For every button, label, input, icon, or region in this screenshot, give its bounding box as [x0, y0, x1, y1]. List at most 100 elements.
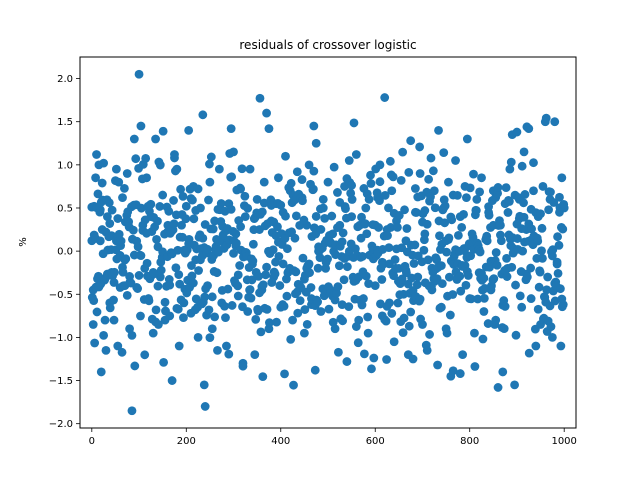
data-point: [258, 280, 268, 290]
data-point: [537, 223, 547, 233]
data-point: [546, 322, 556, 332]
data-point: [119, 281, 128, 291]
data-point: [318, 195, 328, 204]
data-point: [342, 357, 352, 366]
y-tick-label: −1.0: [49, 333, 73, 344]
data-point: [131, 154, 141, 164]
data-point: [245, 285, 255, 294]
data-point: [320, 214, 330, 223]
data-point: [529, 158, 538, 168]
data-point: [534, 282, 544, 292]
data-point: [274, 251, 284, 261]
data-point: [457, 222, 467, 232]
data-point: [187, 261, 196, 270]
data-point: [300, 305, 310, 314]
data-point: [286, 334, 296, 344]
data-point: [374, 223, 383, 232]
data-point: [185, 184, 195, 194]
data-point: [116, 236, 126, 246]
data-point: [249, 225, 259, 235]
data-point: [121, 254, 131, 264]
data-point: [161, 306, 170, 316]
data-point: [499, 324, 509, 333]
data-point: [415, 142, 425, 152]
data-point: [262, 262, 271, 272]
data-point: [245, 164, 255, 174]
data-point: [254, 271, 263, 281]
data-point: [122, 290, 132, 300]
data-point: [492, 260, 502, 270]
x-axis-ticks: 0 200 400 600 800 1000: [89, 428, 577, 447]
y-tick-label: 0.0: [57, 247, 73, 258]
data-point: [178, 191, 188, 201]
data-point: [253, 306, 263, 316]
data-point: [419, 245, 429, 255]
data-point: [207, 292, 217, 302]
data-point: [171, 166, 180, 176]
data-point: [469, 169, 478, 179]
data-point: [220, 301, 229, 311]
data-point: [155, 160, 165, 170]
data-point: [251, 314, 261, 324]
data-point: [382, 355, 391, 364]
data-point: [222, 341, 231, 351]
data-point: [555, 192, 564, 202]
data-point: [553, 268, 563, 278]
data-point: [363, 328, 373, 338]
data-point: [367, 364, 376, 374]
data-points: [87, 69, 569, 416]
data-point: [519, 147, 529, 157]
data-point: [90, 338, 100, 348]
data-point: [510, 380, 519, 390]
data-point: [337, 237, 347, 247]
data-point: [243, 203, 253, 213]
data-point: [522, 122, 532, 132]
y-tick-label: −0.5: [49, 290, 73, 301]
data-point: [557, 294, 567, 304]
data-point: [129, 134, 139, 144]
data-point: [184, 125, 194, 135]
data-point: [473, 294, 483, 304]
data-point: [177, 220, 186, 230]
data-point: [207, 324, 217, 334]
data-point: [278, 259, 288, 269]
data-point: [385, 156, 395, 166]
data-point: [437, 279, 447, 289]
data-point: [200, 292, 210, 302]
data-point: [344, 156, 354, 165]
data-point: [273, 222, 282, 232]
data-point: [479, 273, 489, 283]
data-point: [104, 198, 114, 208]
data-point: [533, 236, 543, 246]
data-point: [201, 284, 211, 294]
data-point: [133, 284, 143, 293]
data-point: [92, 307, 102, 317]
data-point: [366, 170, 375, 180]
data-point: [493, 383, 503, 392]
data-point: [193, 184, 203, 194]
data-point: [105, 219, 115, 228]
data-point: [396, 175, 406, 185]
data-point: [433, 360, 442, 370]
data-point: [122, 169, 132, 178]
data-point: [171, 263, 181, 273]
data-point: [282, 244, 292, 254]
x-tick-label: 200: [177, 436, 196, 447]
data-point: [416, 314, 425, 324]
data-point: [206, 152, 216, 162]
data-point: [455, 271, 465, 281]
data-point: [250, 350, 260, 360]
data-point: [544, 205, 553, 215]
data-point: [351, 150, 361, 159]
data-point: [333, 223, 342, 233]
data-point: [434, 125, 443, 135]
data-point: [409, 259, 419, 268]
data-point: [174, 270, 184, 279]
data-point: [299, 328, 309, 338]
data-point: [470, 328, 479, 338]
data-point: [134, 271, 144, 280]
data-point: [533, 304, 543, 314]
data-point: [316, 225, 326, 234]
y-tick-label: −2.0: [49, 419, 73, 430]
